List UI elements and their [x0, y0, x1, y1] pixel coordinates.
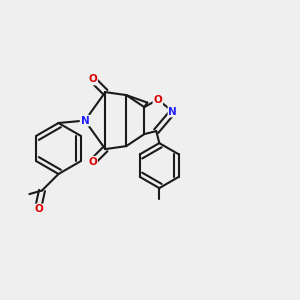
Text: O: O — [88, 157, 97, 167]
Text: N: N — [168, 106, 177, 117]
Text: O: O — [153, 94, 162, 105]
Text: N: N — [80, 116, 89, 126]
Text: O: O — [34, 204, 43, 214]
Text: O: O — [88, 74, 97, 85]
